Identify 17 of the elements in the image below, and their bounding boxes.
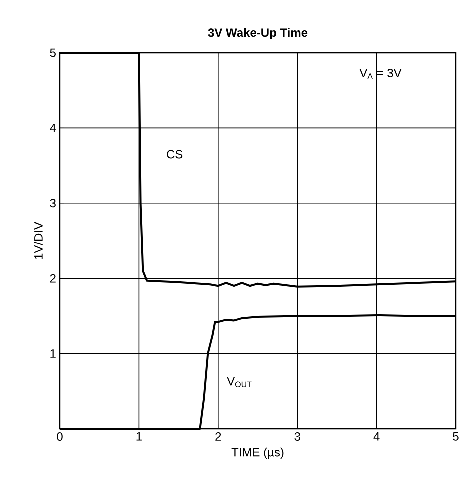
x-tick-label: 5 [453,432,459,441]
y-tick-label: 5 [50,48,56,58]
x-tick-label: 4 [374,432,380,441]
y-tick-label: 4 [50,124,56,132]
y-tick-label: 3 [50,199,56,208]
series-label: V$_{OUT}$ [227,377,252,388]
annotation: V$_{A}$ = 3V [360,68,402,80]
x-tick-label: 2 [216,432,222,441]
y-axis-title: 1V/DIV [34,222,43,260]
text: CS [167,150,183,159]
y-tick-label: 1 [50,350,56,358]
x-tick-label: 1 [136,432,142,441]
x-axis-title: TIME (µs) [232,448,284,460]
x-tick-label: 3 [294,432,300,442]
chart-title: 3V Wake-Up Time [208,28,308,40]
y-tick-label: 2 [50,274,56,283]
x-tick-label: 0 [57,432,63,442]
